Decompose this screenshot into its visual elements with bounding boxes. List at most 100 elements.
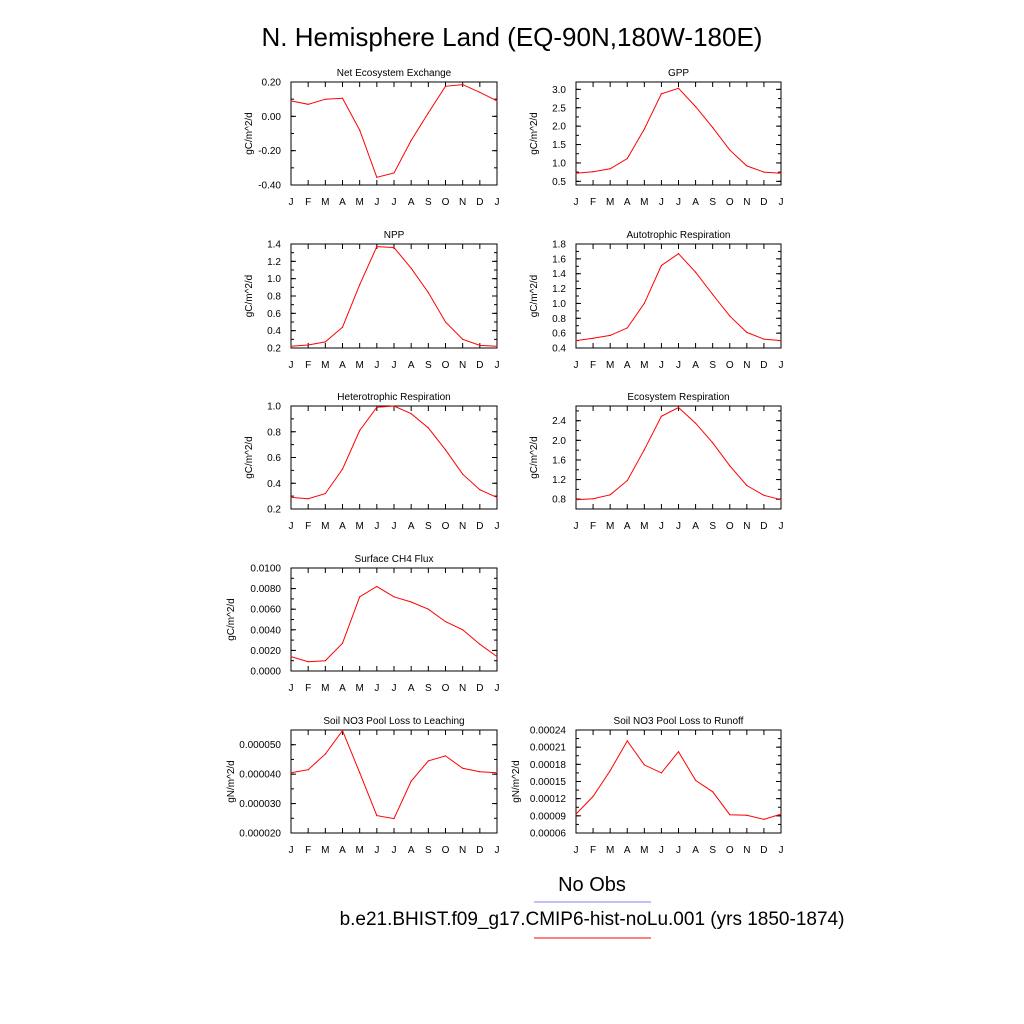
data-point — [462, 767, 464, 769]
data-point — [643, 764, 645, 766]
y-tick-label: 0.0060 — [250, 605, 281, 616]
x-tick-label: S — [425, 521, 432, 532]
x-tick-label: O — [726, 521, 734, 532]
y-tick-label: 0.0040 — [250, 625, 281, 636]
x-tick-label: A — [408, 521, 415, 532]
x-tick-label: M — [606, 521, 614, 532]
data-point — [660, 93, 663, 95]
y-tick-label: 0.000020 — [239, 829, 281, 840]
x-tick-label: J — [676, 521, 681, 532]
data-point — [780, 499, 782, 501]
x-tick-label: O — [442, 360, 450, 371]
x-tick-label: M — [606, 845, 614, 856]
x-tick-label: D — [476, 521, 483, 532]
y-tick-label: 0.6 — [267, 453, 281, 464]
data-point — [324, 660, 326, 662]
data-point — [376, 815, 378, 817]
data-point — [307, 103, 309, 105]
x-tick-label: A — [624, 197, 631, 208]
y-tick-label: 2.0 — [552, 436, 566, 447]
y-axis-label: gC/m^2/d — [529, 112, 540, 155]
data-point — [393, 246, 395, 249]
x-tick-label: M — [321, 521, 329, 532]
data-point — [592, 795, 594, 797]
data-point — [729, 315, 731, 317]
data-point — [341, 326, 344, 328]
data-point — [609, 494, 611, 496]
x-tick-label: J — [779, 360, 784, 371]
data-point — [496, 496, 498, 499]
x-tick-label: S — [709, 360, 716, 371]
y-tick-label: 1.4 — [267, 240, 281, 251]
x-tick-label: M — [606, 197, 614, 208]
data-point — [677, 87, 680, 89]
data-point — [359, 596, 361, 598]
y-tick-label: 1.4 — [552, 269, 566, 280]
data-point — [575, 499, 577, 501]
data-point — [609, 168, 611, 170]
plot-frame — [290, 567, 498, 672]
data-point — [376, 585, 378, 588]
x-tick-label: M — [321, 683, 329, 694]
x-tick-label: J — [392, 845, 397, 856]
data-point — [712, 442, 714, 444]
y-axis-label: gC/m^2/d — [244, 275, 255, 318]
x-tick-label: M — [321, 845, 329, 856]
y-tick-label: 0.0020 — [250, 646, 281, 657]
x-tick-label: J — [779, 845, 784, 856]
x-tick-label: A — [692, 360, 699, 371]
x-tick-label: O — [726, 845, 734, 856]
data-point — [410, 267, 412, 269]
y-tick-label: 0.8 — [552, 495, 566, 506]
x-tick-label: N — [743, 845, 750, 856]
x-tick-label: N — [743, 360, 750, 371]
data-point — [427, 427, 429, 429]
data-point — [609, 770, 611, 772]
data-point — [660, 264, 663, 267]
x-tick-label: J — [659, 360, 664, 371]
data-point — [444, 449, 447, 451]
x-tick-label: J — [495, 197, 500, 208]
panel-title: GPP — [668, 68, 689, 79]
data-point — [359, 129, 361, 131]
panel-autotrophic-respiration: Autotrophic Respiration gC/m^2/d 0.4 0.6 0.8… — [529, 230, 784, 371]
series-line — [575, 87, 782, 174]
data-point — [780, 339, 782, 342]
data-point — [359, 429, 361, 432]
data-point — [496, 772, 498, 774]
data-point — [410, 139, 412, 141]
x-tick-label: M — [355, 360, 363, 371]
y-tick-label: 1.2 — [267, 257, 281, 268]
legend-obs-label: No Obs — [558, 874, 626, 896]
data-point — [780, 813, 782, 815]
x-tick-label: S — [425, 360, 432, 371]
data-point — [496, 655, 498, 658]
y-tick-label: 2.4 — [552, 416, 566, 427]
data-point — [462, 629, 464, 631]
data-point — [479, 643, 481, 645]
plot-frame — [575, 405, 782, 510]
y-tick-label: 3.0 — [552, 85, 566, 96]
y-tick-label: 1.8 — [552, 240, 566, 251]
data-point — [290, 100, 292, 102]
x-tick-label: A — [339, 197, 346, 208]
data-point — [694, 271, 697, 273]
panel-title: Heterotrophic Respiration — [337, 392, 450, 403]
data-point — [341, 468, 344, 470]
y-axis-label: gN/m^2/d — [226, 760, 237, 803]
x-tick-label: J — [676, 845, 681, 856]
x-tick-label: J — [779, 197, 784, 208]
data-point — [763, 494, 765, 496]
series-line — [575, 253, 782, 342]
x-tick-label: O — [726, 360, 734, 371]
panels: Net Ecosystem Exchange gC/m^2/d -0.40 -0.20… — [226, 68, 784, 856]
x-tick-label: M — [355, 197, 363, 208]
data-point — [376, 246, 378, 248]
x-tick-label: A — [408, 845, 415, 856]
x-tick-label: M — [355, 683, 363, 694]
data-point — [376, 176, 378, 178]
data-point — [324, 492, 326, 495]
x-tick-label: N — [743, 521, 750, 532]
y-tick-label: 0.00006 — [530, 829, 567, 840]
